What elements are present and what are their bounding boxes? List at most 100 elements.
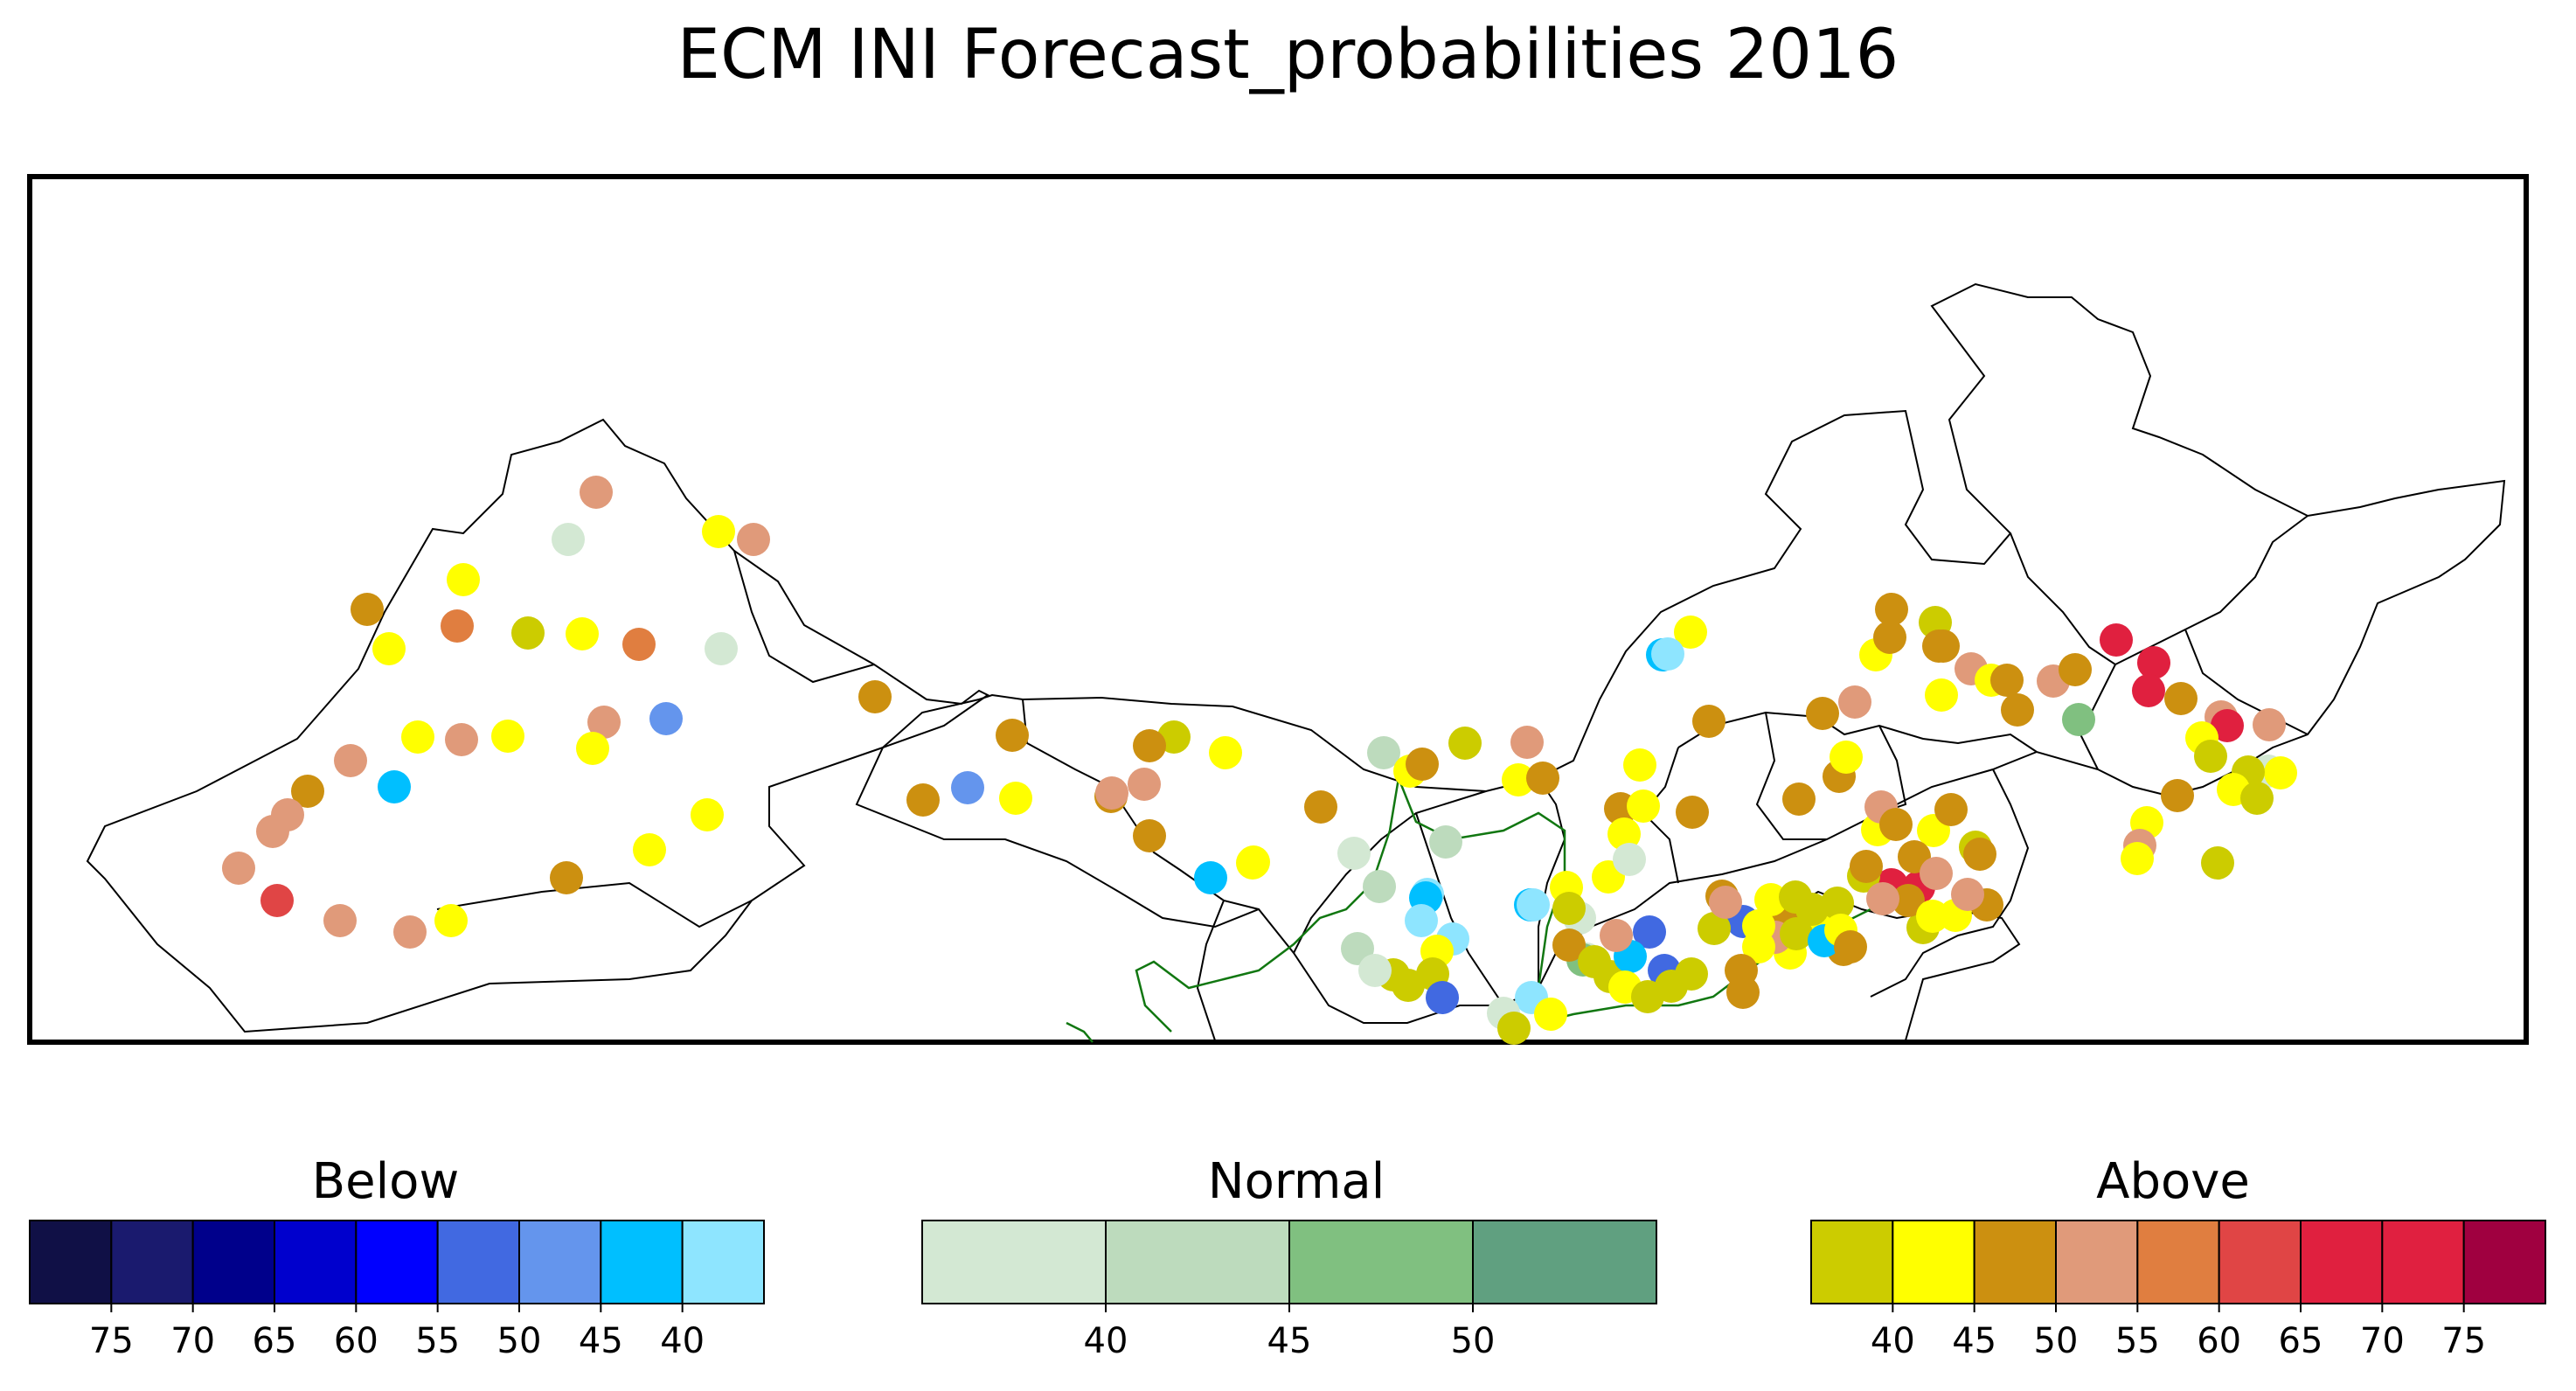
- legend-below-tick-label: 75: [89, 1321, 134, 1361]
- station-below-dot: [1194, 861, 1227, 894]
- station-above-dot: [906, 783, 940, 817]
- station-above-dot: [1990, 664, 2024, 697]
- station-above-dot: [511, 616, 545, 650]
- station-above-dot: [550, 861, 583, 894]
- legend-above-tick-label: 40: [1871, 1321, 1915, 1361]
- station-above-dot: [2211, 709, 2244, 742]
- legend-below-swatch: [191, 1220, 276, 1304]
- legend-above-swatch: [2136, 1220, 2220, 1304]
- station-above-dot: [491, 720, 524, 753]
- station-above-dot: [1600, 919, 1633, 952]
- station-above-dot: [447, 563, 480, 596]
- legend-below-tick-label: 70: [170, 1321, 215, 1361]
- station-above-dot: [372, 632, 406, 665]
- station-above-dot: [1676, 796, 1709, 829]
- station-above-dot: [1502, 763, 1535, 796]
- region-boundary: [1755, 712, 1827, 840]
- station-normal-dot: [1358, 954, 1392, 987]
- station-above-dot: [401, 720, 434, 754]
- legend-above: Above 40 45 50 55 60 65 70 75: [1810, 1153, 2547, 1361]
- station-above-dot: [1095, 776, 1128, 810]
- station-above-dot: [1850, 850, 1883, 883]
- station-above-dot: [1821, 887, 1854, 920]
- station-above-dot: [1951, 878, 1984, 911]
- station-above-dot: [2132, 674, 2165, 707]
- station-above-dot: [222, 852, 255, 885]
- station-above-dot: [1526, 762, 1559, 795]
- station-normal-dot: [1367, 736, 1400, 769]
- legend-below-swatch: [518, 1220, 602, 1304]
- station-above-dot: [291, 775, 324, 808]
- station-below-dot: [1517, 888, 1550, 922]
- legend-below-title: Below: [312, 1153, 460, 1210]
- station-above-dot: [441, 609, 474, 643]
- station-above-dot: [2194, 740, 2227, 773]
- legend-above-tick-label: 60: [2197, 1321, 2241, 1361]
- legend-above-swatch: [2381, 1220, 2465, 1304]
- legend-below-tick-label: 40: [660, 1321, 705, 1361]
- legend-above-tick-label: 65: [2279, 1321, 2323, 1361]
- station-above-dot: [1830, 741, 1863, 774]
- legend-above-swatch: [1973, 1220, 2058, 1304]
- station-above-dot: [1834, 930, 1867, 963]
- station-above-dot: [334, 744, 367, 777]
- station-above-dot: [1304, 790, 1337, 824]
- station-above-dot: [1920, 857, 1953, 890]
- station-normal-dot: [1429, 825, 1462, 859]
- station-above-dot: [2001, 693, 2034, 727]
- region-boundary: [86, 418, 989, 1033]
- legend-above-swatch: [1892, 1220, 1975, 1304]
- station-above-dot: [1742, 909, 1775, 942]
- station-above-dot: [2164, 682, 2198, 715]
- station-above-dot: [587, 706, 621, 739]
- station-above-dot: [1552, 892, 1586, 925]
- legend-normal-swatch: [1472, 1220, 1657, 1304]
- station-above-dot: [2121, 842, 2154, 875]
- legend-above-swatch: [2300, 1220, 2384, 1304]
- legend-above-swatch: [2218, 1220, 2302, 1304]
- station-below-dot: [1633, 915, 1666, 949]
- station-above-dot: [434, 904, 468, 937]
- station-above-dot: [1927, 629, 1960, 663]
- station-above-dot: [393, 915, 427, 949]
- station-above-dot: [1510, 726, 1544, 759]
- station-above-dot: [2161, 779, 2194, 812]
- station-above-dot: [580, 476, 613, 509]
- legend-normal-title: Normal: [1208, 1153, 1385, 1210]
- legend-below-swatch: [355, 1220, 439, 1304]
- river: [1135, 777, 1400, 1033]
- station-normal-dot: [2062, 703, 2095, 736]
- legend-above-tick-label: 45: [1952, 1321, 1996, 1361]
- river: [1397, 777, 1566, 1023]
- legend-below-tick-label: 45: [579, 1321, 623, 1361]
- station-above-dot: [1623, 748, 1656, 782]
- station-above-dot: [1236, 846, 1269, 880]
- station-above-dot: [1892, 884, 1925, 917]
- station-below-dot: [378, 770, 411, 803]
- station-below-dot: [951, 771, 984, 804]
- station-above-dot: [1916, 900, 1949, 933]
- station-above-dot: [1209, 736, 1242, 769]
- station-above-dot: [1692, 705, 1725, 738]
- chart-title: ECM INI Forecast_probabilities 2016: [677, 16, 1899, 94]
- station-above-dot: [737, 523, 770, 556]
- station-above-dot: [1779, 880, 1812, 914]
- station-above-dot: [1133, 819, 1166, 852]
- station-below-dot: [1651, 637, 1684, 671]
- legend-normal-tick-label: 45: [1267, 1321, 1312, 1361]
- station-above-dot: [1406, 748, 1439, 781]
- station-above-dot: [1133, 729, 1166, 762]
- legend-above-tick-label: 50: [2034, 1321, 2079, 1361]
- region-boundary: [1677, 711, 2038, 753]
- station-above-dot: [702, 515, 735, 548]
- station-normal-dot: [1363, 870, 1396, 903]
- station-above-dot: [999, 782, 1032, 815]
- region-boundary: [1538, 777, 1566, 988]
- station-above-dot: [2137, 646, 2170, 679]
- legend-below-tick-label: 50: [497, 1321, 542, 1361]
- station-above-dot: [1934, 793, 1968, 826]
- legend-below-tick-label: 65: [253, 1321, 297, 1361]
- station-above-dot: [256, 815, 289, 848]
- station-above-dot: [1128, 768, 1161, 801]
